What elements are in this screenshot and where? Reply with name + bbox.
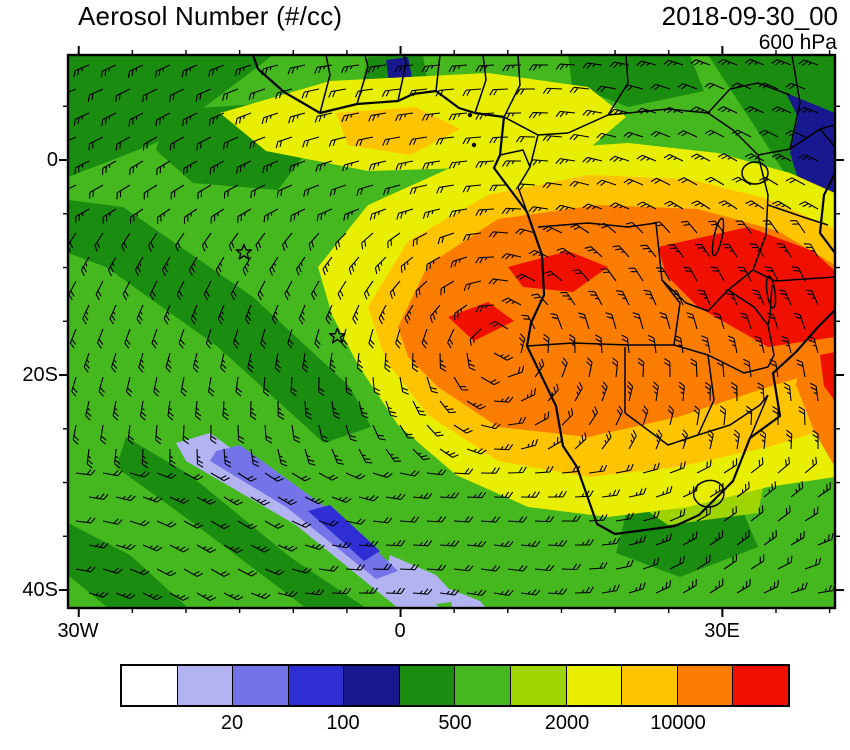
x-axis-label-30w: 30W bbox=[57, 620, 99, 642]
colorbar-segment bbox=[622, 666, 678, 705]
y-axis-label-40s: 40S bbox=[22, 579, 58, 601]
plot-timestamp: 2018-09-30_00 bbox=[661, 1, 838, 31]
colorbar-segment bbox=[733, 666, 788, 705]
colorbar-label-20: 20 bbox=[220, 712, 244, 734]
colorbar-segment bbox=[455, 666, 512, 705]
colorbar-segment bbox=[288, 666, 345, 705]
x-axis-label-30e: 30E bbox=[704, 620, 740, 642]
island-dot bbox=[467, 112, 473, 118]
colorbar-segment bbox=[399, 666, 456, 705]
colorbar-segments bbox=[122, 666, 788, 705]
colorbar-segment bbox=[511, 666, 567, 705]
colorbar-label-100: 100 bbox=[326, 712, 360, 734]
colorbar-segment bbox=[677, 666, 734, 705]
x-axis-label-0: 0 bbox=[394, 620, 406, 642]
pressure-level-label: 600 hPa bbox=[758, 31, 837, 54]
map-area bbox=[68, 55, 835, 608]
y-axis-label-0: 0 bbox=[46, 149, 58, 171]
colorbar-segment bbox=[233, 666, 289, 705]
colorbar-label-10000: 10000 bbox=[650, 712, 706, 734]
colorbar-segment bbox=[177, 666, 234, 705]
plot-title: Aerosol Number (#/cc) bbox=[78, 1, 343, 31]
island-dot bbox=[471, 142, 477, 148]
colorbar-label-2000: 2000 bbox=[544, 712, 590, 734]
y-axis-label-20s: 20S bbox=[22, 364, 58, 386]
colorbar-label-500: 500 bbox=[438, 712, 472, 734]
aerosol-map bbox=[68, 55, 835, 608]
colorbar bbox=[120, 664, 790, 707]
colorbar-segment bbox=[566, 666, 623, 705]
colorbar-segment bbox=[122, 666, 178, 705]
colorbar-segment bbox=[344, 666, 400, 705]
